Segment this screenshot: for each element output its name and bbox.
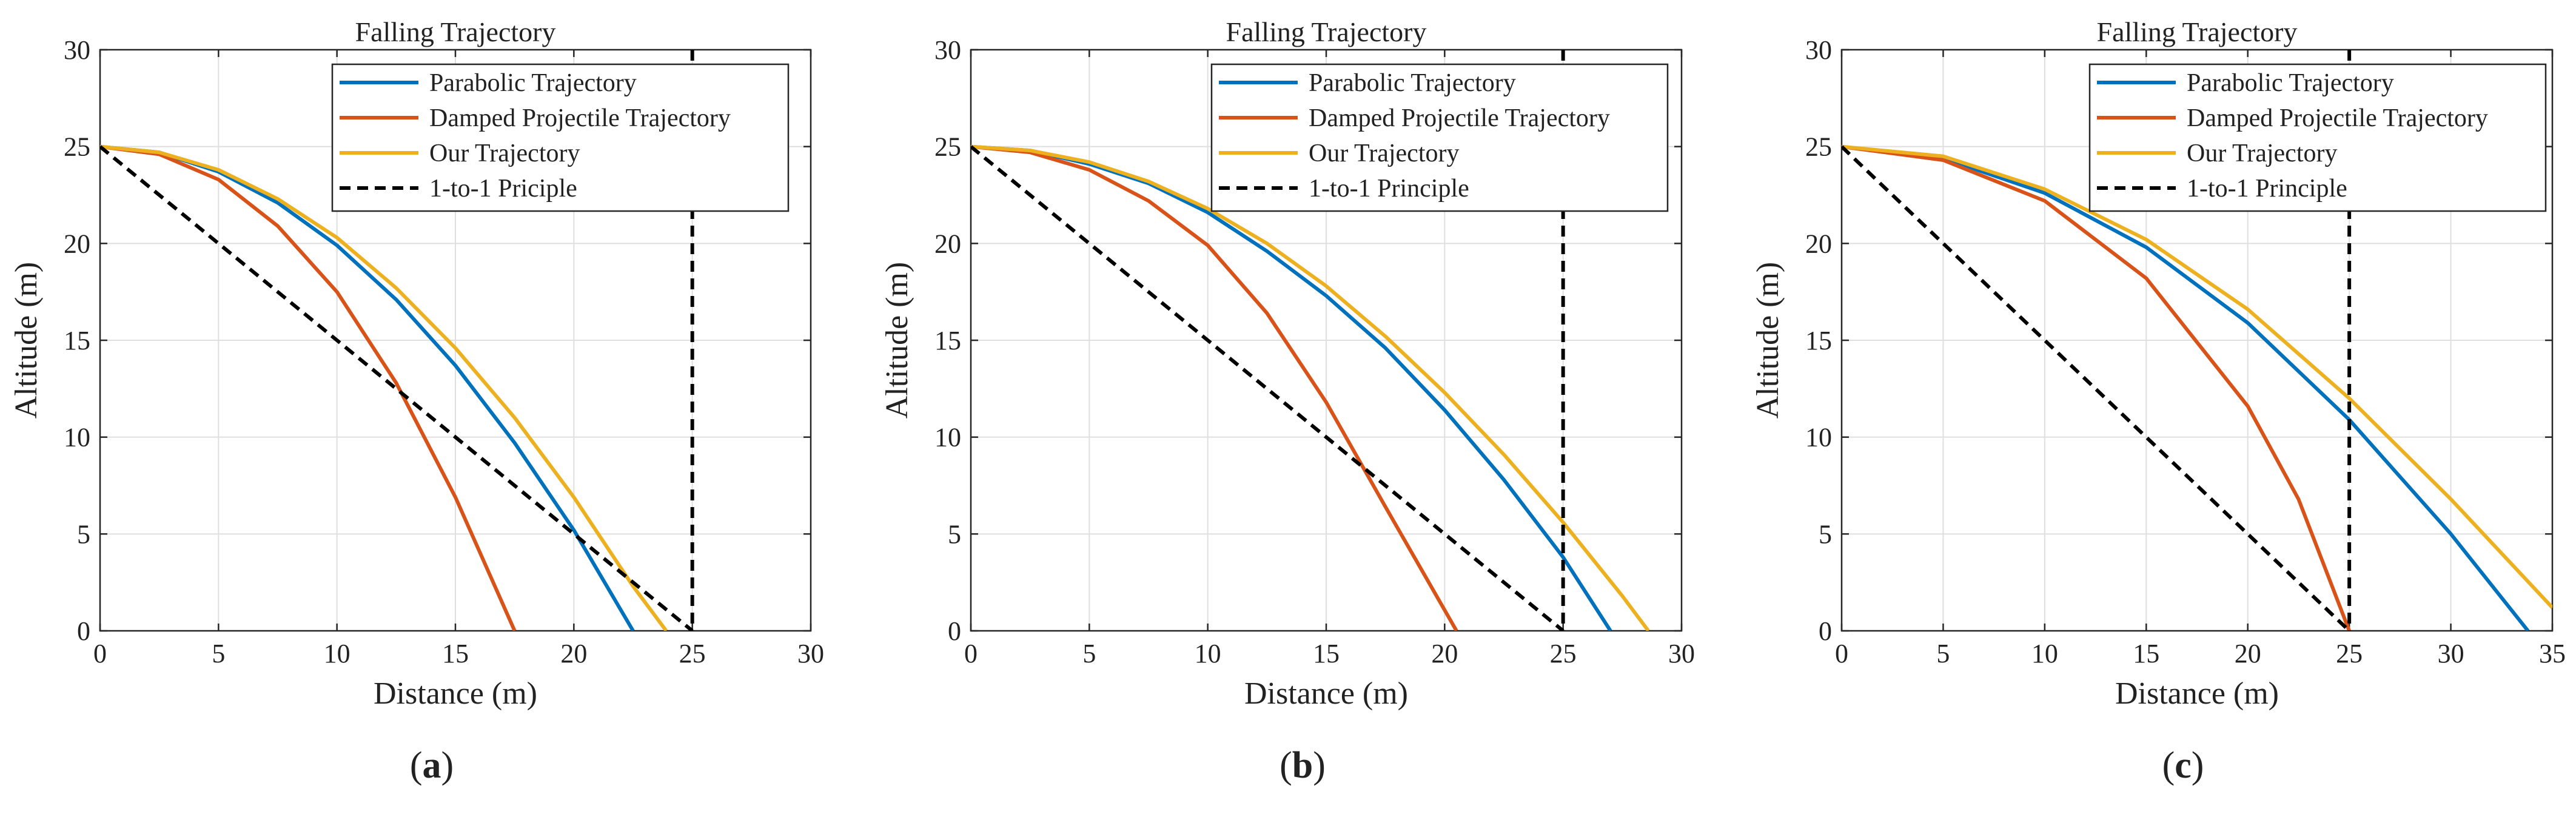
x-tick-label: 20 <box>2235 639 2261 668</box>
x-tick-label: 25 <box>1550 639 1577 668</box>
y-tick-label: 20 <box>934 229 961 258</box>
legend-box <box>2088 63 2547 212</box>
legend: Parabolic Trajectory Damped Projectile Tr… <box>2088 63 2547 212</box>
legend-label: Parabolic Trajectory <box>2187 69 2394 97</box>
y-tick-label: 5 <box>77 519 90 549</box>
plot-title: Falling Trajectory <box>2097 16 2298 47</box>
y-axis-title: Altitude (m) <box>1751 262 1785 419</box>
series-line-4 <box>1842 145 2351 631</box>
panel-label: (a) <box>410 745 454 786</box>
y-tick-label: 25 <box>64 132 90 162</box>
x-tick-label: 0 <box>964 639 978 668</box>
y-tick-label: 25 <box>1805 132 1832 162</box>
x-tick-label: 0 <box>93 639 107 668</box>
legend: Parabolic Trajectory Damped Projectile Tr… <box>331 63 790 212</box>
x-tick-label: 25 <box>2336 639 2363 668</box>
series-line-4 <box>971 145 1565 631</box>
x-tick-label: 25 <box>679 639 706 668</box>
series-line-3 <box>1842 144 2552 609</box>
y-axis-title: Altitude (m) <box>9 262 44 419</box>
series-line-2 <box>971 144 1458 631</box>
series-line-1 <box>1842 144 2530 631</box>
x-tick-label: 15 <box>1313 639 1340 668</box>
y-tick-label: 0 <box>77 616 90 646</box>
series-line-1 <box>971 144 1612 631</box>
x-tick-label: 30 <box>1668 639 1695 668</box>
legend: Parabolic Trajectory Damped Projectile Tr… <box>1210 63 1669 212</box>
legend-label: Damped Projectile Trajectory <box>2187 104 2488 132</box>
series-line-3 <box>100 144 668 631</box>
y-tick-label: 30 <box>1805 35 1832 65</box>
x-tick-label: 10 <box>1195 639 1221 668</box>
y-axis-title: Altitude (m) <box>880 262 914 419</box>
y-tick-label: 20 <box>1805 229 1832 258</box>
x-tick-label: 30 <box>797 639 824 668</box>
x-tick-label: 20 <box>1431 639 1458 668</box>
series-line-4 <box>100 145 694 631</box>
x-tick-label: 15 <box>2133 639 2159 668</box>
chart-panel-b: 0 5 10 15 20 25 30 0 5 10 15 20 25 30 Distance (m) Alti… <box>880 16 1695 711</box>
legend-label: Our Trajectory <box>1309 140 1459 167</box>
x-tick-label: 15 <box>442 639 469 668</box>
series-group <box>100 50 694 631</box>
series-line-2 <box>1842 144 2351 631</box>
legend-label: Our Trajectory <box>2187 140 2337 167</box>
y-tick-label: 15 <box>1805 326 1832 355</box>
plot-title: Falling Trajectory <box>1226 16 1427 47</box>
x-tick-label: 5 <box>212 639 225 668</box>
x-axis-title: Distance (m) <box>1244 676 1408 711</box>
x-axis-title: Distance (m) <box>374 676 537 711</box>
y-tick-label: 10 <box>64 423 90 452</box>
x-tick-label: 20 <box>560 639 587 668</box>
y-tick-label: 20 <box>64 229 90 258</box>
y-tick-label: 15 <box>64 326 90 355</box>
y-tick-label: 10 <box>934 423 961 452</box>
legend-label: Parabolic Trajectory <box>429 69 637 97</box>
y-tick-label: 25 <box>934 132 961 162</box>
legend-label: 1-to-1 Principle <box>1309 175 1469 203</box>
panel-label: (b) <box>1280 745 1326 786</box>
plot-title: Falling Trajectory <box>355 16 556 47</box>
legend-label: 1-to-1 Priciple <box>429 175 577 203</box>
y-tick-label: 5 <box>1819 519 1832 549</box>
y-tick-label: 30 <box>934 35 961 65</box>
series-line-1 <box>100 144 635 631</box>
y-tick-label: 30 <box>64 35 90 65</box>
x-tick-label: 30 <box>2438 639 2464 668</box>
chart-panel-c: 0 5 10 15 20 25 30 35 0 5 10 15 20 25 30 Distance (m) Al… <box>1751 16 2566 711</box>
y-tick-label: 0 <box>1819 616 1832 646</box>
y-tick-label: 15 <box>934 326 961 355</box>
legend-label: Damped Projectile Trajectory <box>429 104 731 132</box>
x-axis-title: Distance (m) <box>2115 676 2279 711</box>
x-tick-label: 35 <box>2539 639 2566 668</box>
chart-panel-a: 0 5 10 15 20 25 30 0 5 10 15 20 25 30 Distance (m) Alti… <box>9 16 824 711</box>
x-tick-label: 10 <box>324 639 351 668</box>
legend-label: 1-to-1 Principle <box>2187 175 2347 203</box>
panel-label: (c) <box>2162 745 2204 786</box>
series-line-3 <box>971 144 1650 631</box>
legend-label: Damped Projectile Trajectory <box>1309 104 1610 132</box>
legend-label: Our Trajectory <box>429 140 580 167</box>
series-line-2 <box>100 144 517 631</box>
y-tick-label: 0 <box>948 616 961 646</box>
y-tick-label: 5 <box>948 519 961 549</box>
x-tick-label: 10 <box>2031 639 2058 668</box>
x-tick-label: 5 <box>1936 639 1950 668</box>
y-tick-label: 10 <box>1805 423 1832 452</box>
series-group <box>1842 50 2552 631</box>
legend-box <box>1210 63 1669 212</box>
x-tick-label: 5 <box>1082 639 1096 668</box>
x-tick-label: 0 <box>1835 639 1848 668</box>
legend-box <box>331 63 790 212</box>
legend-label: Parabolic Trajectory <box>1309 69 1516 97</box>
